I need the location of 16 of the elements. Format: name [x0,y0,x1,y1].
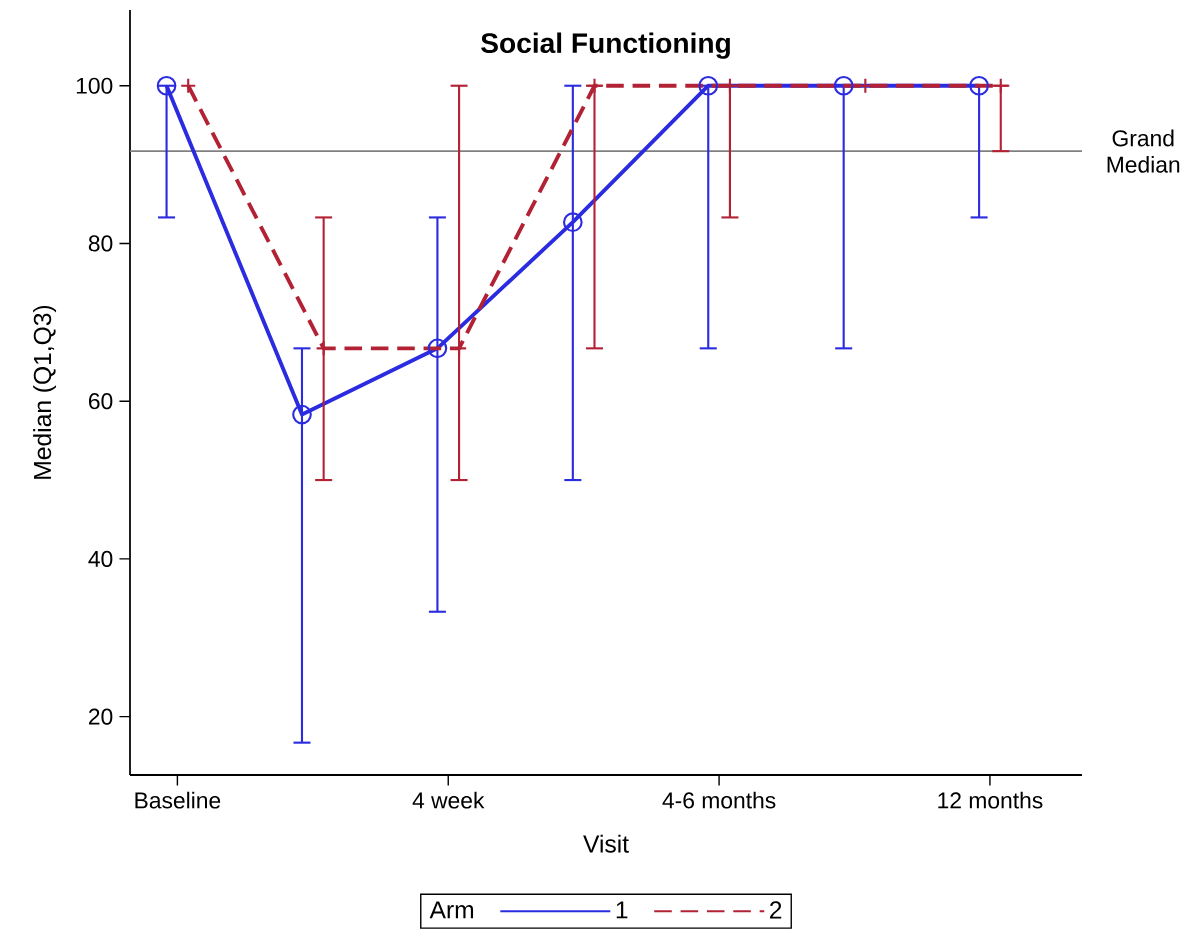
legend-label: 1 [616,901,628,919]
x-axis-title: Visit [583,834,629,853]
y-tick-label: 60 [89,393,113,410]
y-tick-label: 40 [88,550,113,567]
x-tick-label: 4 week [412,791,485,809]
y-tick-label: 20 [89,708,113,725]
x-tick-label: 4-6 months [662,791,776,809]
y-tick-label: 100 [76,77,113,94]
legend-label: 2 [770,901,782,919]
legend-title: Arm [429,901,474,919]
ref-line-label: Grand Median [1107,129,1180,173]
x-tick-label: Baseline [135,791,221,809]
y-tick-label: 80 [88,235,113,252]
text: Social Functioning [481,32,730,59]
y-axis-title: Median (Q1,Q3) [33,305,57,479]
x-tick-label: 12 months [938,791,1043,809]
